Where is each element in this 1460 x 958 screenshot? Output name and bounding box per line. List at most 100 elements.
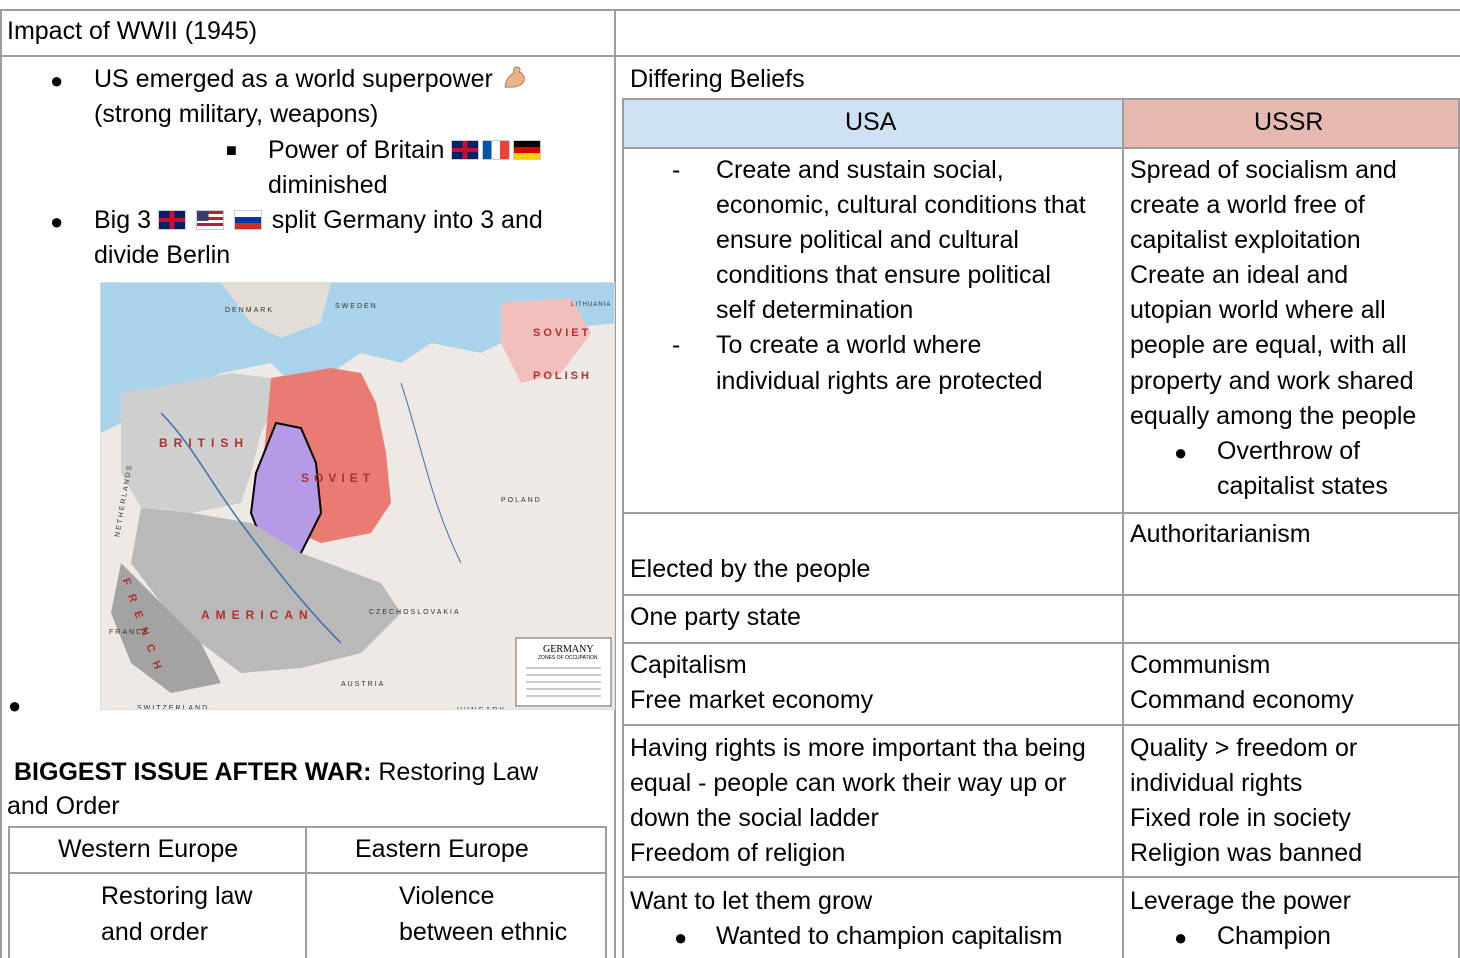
bullet-text: US emerged as a world superpower (94, 62, 528, 97)
ussr-goal-line: Create an ideal and (1130, 261, 1349, 289)
ussr-goal-line: utopian world where all (1130, 296, 1386, 324)
biggest-issue-text: BIGGEST ISSUE AFTER WAR: Restoring Law (14, 758, 539, 786)
map-legend-subtitle: ZONES OF OCCUPATION (538, 655, 598, 661)
usa-rights-line: down the social ladder (630, 804, 879, 832)
western-europe-header: Western Europe (58, 835, 239, 863)
beliefs-table-border (622, 98, 1460, 100)
sub-bullet-text-cont: diminished (268, 171, 388, 199)
square-bullet: ■ (226, 140, 237, 160)
ussr-goal-line: property and work shared (1130, 367, 1414, 395)
europe-table-border (8, 826, 607, 828)
top-border (0, 9, 1460, 11)
header-row-border (0, 55, 1460, 57)
ussr-power-cell: Leverage the power (1130, 887, 1351, 915)
ussr-goal-line: Spread of socialism and (1130, 156, 1397, 184)
map-label: SWITZERLAND (137, 705, 210, 710)
map-label: AMERICAN (201, 608, 314, 622)
usa-goal-line: ensure political and cultural (716, 226, 1019, 254)
eastern-europe-header: Eastern Europe (355, 835, 529, 863)
eastern-europe-cell: between ethnic (399, 918, 568, 946)
usa-goal-line: self determination (716, 296, 914, 324)
beliefs-table-border (1458, 98, 1460, 958)
usa-goal-line: conditions that ensure political (716, 261, 1051, 289)
france-flag-icon (482, 140, 511, 160)
germany-occupation-map: SOVIET POLISH BRITISH SOVIET AMERICAN FR… (100, 282, 615, 710)
flexed-biceps-icon (500, 63, 528, 91)
ussr-goal-line: create a world free of (1130, 191, 1365, 219)
beliefs-table-border (622, 147, 1460, 149)
map-label: BRITISH (159, 436, 249, 450)
bullet-text-cont: (strong military, weapons) (94, 100, 379, 128)
map-label: LITHUANIA (571, 302, 612, 308)
ussr-government-cell: Authoritarianism (1130, 520, 1311, 548)
ussr-header: USSR (1254, 108, 1324, 136)
europe-table-border (8, 872, 607, 874)
center-column-divider (614, 9, 616, 958)
europe-table-border (8, 826, 10, 958)
usa-goal-line: Create and sustain social, (716, 156, 1004, 184)
usa-rights-line: Having rights is more important tha bein… (630, 734, 1086, 762)
ussr-rights-line: Fixed role in society (1130, 804, 1351, 832)
sub-bullet-text: Power of Britain (268, 133, 544, 168)
bullet-dot: ● (8, 693, 22, 718)
ussr-rights-line: individual rights (1130, 769, 1303, 797)
usa-party-cell: One party state (630, 603, 801, 631)
ussr-goal-line: capitalist states (1217, 472, 1388, 500)
ussr-goal-line: Overthrow of (1217, 437, 1361, 465)
russia-flag-icon (233, 210, 262, 230)
usa-goal-line: To create a world where (716, 331, 982, 359)
bullet-dot: ● (1174, 440, 1188, 465)
map-label: HUNGARY (457, 693, 506, 709)
map-label: POLISH (533, 370, 592, 382)
usa-growth-bullet: Wanted to champion capitalism (716, 922, 1063, 950)
dash-bullet: - (672, 331, 681, 359)
ussr-power-bullet: Champion (1217, 922, 1331, 950)
map-label: SOVIET (301, 471, 376, 485)
usa-goal-line: economic, cultural conditions that (716, 191, 1086, 219)
map-label: POLAND (501, 497, 542, 504)
biggest-issue-text-cont: and Order (7, 792, 120, 820)
bullet-text: Big 3 split Germany into 3 and (94, 206, 543, 234)
bullet-dot: ● (50, 68, 64, 93)
ussr-goal-line: people are equal, with all (1130, 331, 1407, 359)
beliefs-table-border (622, 98, 624, 958)
bullet-dot: ● (50, 209, 64, 234)
eastern-europe-cell: Violence (399, 882, 495, 910)
ussr-goal-line: capitalist exploitation (1130, 226, 1361, 254)
beliefs-table-border (622, 642, 1460, 644)
differing-beliefs-title: Differing Beliefs (630, 65, 805, 93)
map-label: FRANCE (109, 629, 150, 636)
map-label: SWEDEN (335, 303, 378, 310)
map-label: DENMARK (225, 307, 275, 314)
usa-government-cell: Elected by the people (630, 555, 871, 583)
section-title: Impact of WWII (1945) (7, 17, 258, 45)
beliefs-table-border (622, 724, 1460, 726)
europe-table-border (305, 826, 307, 958)
usa-header-cell (623, 99, 1123, 148)
beliefs-table-border (1122, 98, 1124, 958)
us-flag-icon (195, 210, 224, 230)
ussr-economy-line: Communism (1130, 651, 1271, 679)
usa-economy-line: Free market economy (630, 686, 874, 714)
map-label: CZECHOSLOVAKIA (369, 609, 461, 616)
uk-flag-icon (451, 140, 480, 160)
outer-left-border (0, 9, 2, 958)
map-legend-title: GERMANY (543, 644, 594, 655)
ussr-rights-line: Quality > freedom or (1130, 734, 1358, 762)
map-label: AUSTRIA (341, 681, 386, 688)
usa-goal-line: individual rights are protected (716, 367, 1043, 395)
europe-table-border (605, 826, 607, 958)
uk-flag-icon (157, 210, 186, 230)
western-europe-cell: Restoring law (101, 882, 253, 910)
germany-flag-icon (513, 140, 542, 160)
ussr-economy-line: Command economy (1130, 686, 1354, 714)
bullet-dot: ● (1174, 925, 1188, 950)
map-label: SOVIET (533, 327, 592, 339)
usa-rights-line: Freedom of religion (630, 839, 846, 867)
ussr-goal-line: equally among the people (1130, 402, 1417, 430)
usa-economy-line: Capitalism (630, 651, 747, 679)
ussr-header-cell (1123, 99, 1460, 148)
usa-header: USA (845, 108, 897, 136)
usa-growth-cell: Want to let them grow (630, 887, 873, 915)
bullet-text-cont: divide Berlin (94, 241, 231, 269)
